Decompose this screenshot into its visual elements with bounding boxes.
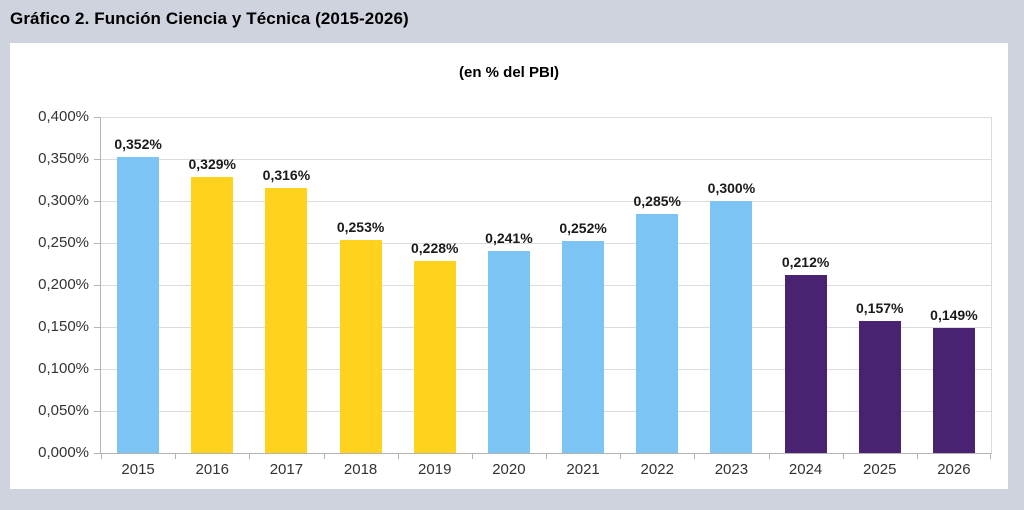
x-axis-tick <box>768 454 770 459</box>
y-axis-tick <box>94 410 100 412</box>
plot-area: 0,000% 0,050% 0,100% 0,150% 0,200% 0,250% 0,30… <box>38 108 992 478</box>
gridline <box>101 117 991 118</box>
y-axis-tick <box>94 200 100 202</box>
x-axis-label-2019: 2019 <box>418 461 452 478</box>
y-axis-label: 0,000% <box>38 444 89 461</box>
x-axis-tick <box>620 454 622 459</box>
x-axis-tick <box>249 454 251 459</box>
y-axis-label: 0,100% <box>38 360 89 377</box>
y-axis-tick <box>94 452 100 454</box>
x-axis-tick <box>990 454 991 459</box>
bar-value-label-2021: 0,252% <box>559 220 607 237</box>
bar-value-label-2019: 0,228% <box>410 240 459 257</box>
x-axis-label-2018: 2018 <box>343 461 378 478</box>
bar-value-label-2022: 0,285% <box>633 192 681 209</box>
y-axis-tick <box>94 326 100 328</box>
x-axis-label-2026: 2026 <box>937 461 971 478</box>
x-axis-label-2022: 2022 <box>640 461 674 478</box>
bar-value-label-2020: 0,241% <box>485 229 533 246</box>
x-axis-label-2021: 2021 <box>566 461 600 478</box>
gridline <box>101 200 991 202</box>
y-axis-label: 0,300% <box>38 192 89 209</box>
x-axis-tick <box>101 454 102 459</box>
x-axis-label-2020: 2020 <box>492 461 526 478</box>
y-axis-label: 0,400% <box>38 108 89 125</box>
y-axis-label: 0,200% <box>38 276 89 293</box>
bar-value-label-2023: 0,300% <box>707 180 756 196</box>
x-axis-tick <box>842 454 844 459</box>
bar-value-label-2017: 0,316% <box>262 166 311 183</box>
bar-2025 <box>858 321 901 453</box>
x-axis-label-2025: 2025 <box>863 461 897 478</box>
bar-value-label-2026: 0,149% <box>930 306 978 323</box>
chart-title: Gráfico 2. Función Ciencia y Técnica (20… <box>10 9 409 28</box>
x-axis-tick <box>546 454 547 459</box>
chart-container: (en % del PBI) 0,000% 0,050% 0,100% 0,150% 0… <box>10 43 1008 489</box>
x-axis-tick <box>175 454 177 459</box>
x-axis-tick <box>397 454 399 459</box>
bar-2023 <box>710 201 753 453</box>
y-axis-label: 0,250% <box>38 234 89 251</box>
bar-2022 <box>636 213 679 453</box>
bar-2016 <box>191 176 234 453</box>
gridline <box>101 242 991 244</box>
bar-2015 <box>117 157 160 453</box>
chart-subtitle: (en % del PBI) <box>458 64 559 81</box>
x-axis-label-2016: 2016 <box>195 461 229 478</box>
bar-value-label-2024: 0,212% <box>781 253 830 270</box>
x-axis-tick <box>916 454 918 459</box>
bar-value-label-2018: 0,253% <box>336 219 385 236</box>
y-axis-tick <box>94 284 100 286</box>
y-axis-label: 0,150% <box>38 318 89 335</box>
y-axis-label: 0,050% <box>38 402 89 419</box>
bar-2026 <box>932 327 975 453</box>
gridline <box>101 410 991 412</box>
x-axis-label-2024: 2024 <box>788 461 823 478</box>
bar-value-label-2015: 0,352% <box>114 136 162 153</box>
x-axis-tick <box>471 454 473 459</box>
x-axis-tick <box>323 454 325 459</box>
gridline <box>101 284 991 286</box>
x-axis-label-2023: 2023 <box>714 461 749 478</box>
bar-2021 <box>562 241 605 453</box>
gridline <box>101 158 991 160</box>
y-axis-tick <box>94 242 100 244</box>
bar-2020 <box>487 250 530 453</box>
gridline <box>101 326 991 328</box>
bar-2018 <box>339 240 382 453</box>
y-axis-tick <box>94 158 100 160</box>
bar-2017 <box>265 187 308 453</box>
x-axis-label-2017: 2017 <box>269 461 304 478</box>
bar-2019 <box>413 261 456 453</box>
y-axis-tick <box>94 116 100 118</box>
bar-2024 <box>784 274 827 453</box>
x-axis-label-2015: 2015 <box>121 461 155 478</box>
bar-value-label-2016: 0,329% <box>188 155 236 172</box>
bar-value-label-2025: 0,157% <box>855 300 904 317</box>
x-axis-tick <box>694 454 696 459</box>
y-axis-tick <box>94 368 100 370</box>
gridline <box>101 368 991 370</box>
y-axis-label: 0,350% <box>38 150 89 167</box>
